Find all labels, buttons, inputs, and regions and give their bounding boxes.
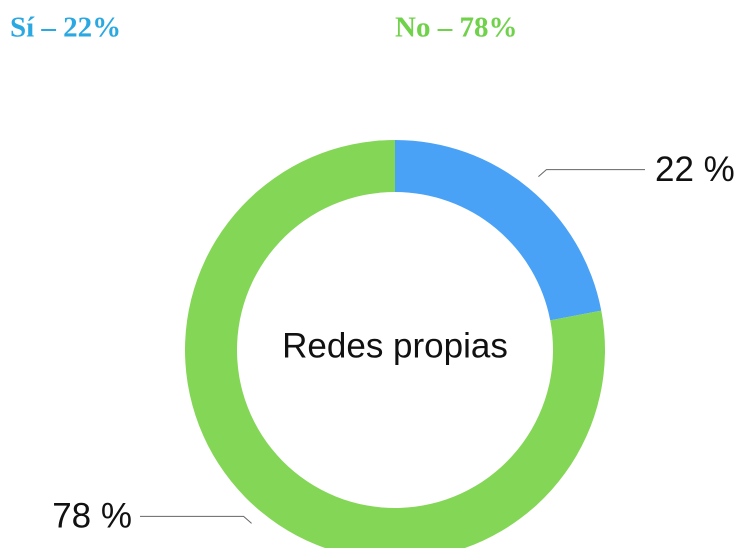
leader-line xyxy=(140,515,252,524)
center-label: Redes propias xyxy=(282,326,508,365)
legend-entry: No – 78% xyxy=(395,12,517,44)
donut-segment xyxy=(395,140,602,321)
leader-line xyxy=(538,169,645,178)
value-label: 78 % xyxy=(52,497,132,536)
value-label: 22 % xyxy=(655,150,735,189)
legend-entry: Sí – 22% xyxy=(10,12,121,44)
